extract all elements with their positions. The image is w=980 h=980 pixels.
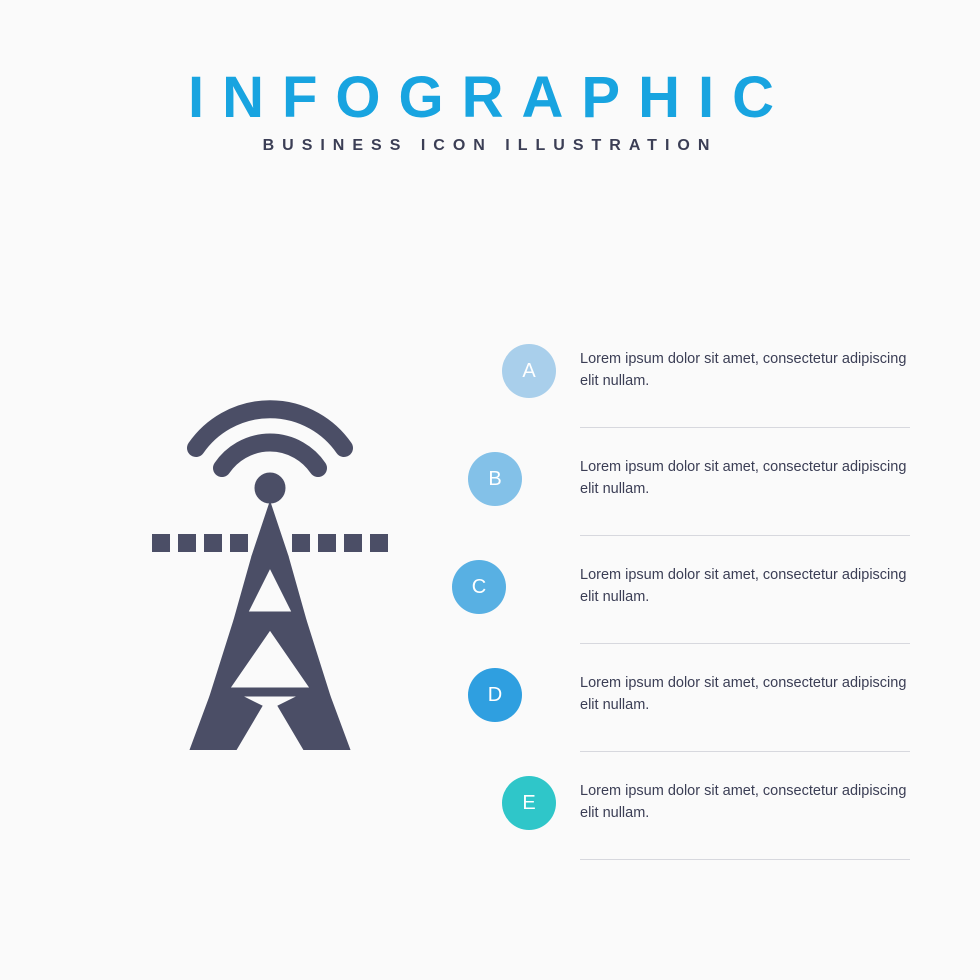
header: INFOGRAPHIC BUSINESS ICON ILLUSTRATION [0, 0, 980, 155]
step-text: Lorem ipsum dolor sit amet, consectetur … [580, 348, 910, 393]
steps-list: A Lorem ipsum dolor sit amet, consectetu… [430, 330, 930, 870]
step-item: B Lorem ipsum dolor sit amet, consectetu… [430, 438, 930, 546]
step-item: D Lorem ipsum dolor sit amet, consectetu… [430, 654, 930, 762]
step-divider [580, 427, 910, 428]
step-bullet: D [468, 668, 522, 722]
step-divider [580, 535, 910, 536]
step-divider [580, 643, 910, 644]
step-text: Lorem ipsum dolor sit amet, consectetur … [580, 564, 910, 609]
step-bullet: A [502, 344, 556, 398]
page-subtitle: BUSINESS ICON ILLUSTRATION [0, 137, 980, 155]
step-bullet: E [502, 776, 556, 830]
electrical-tower-icon [130, 370, 410, 750]
content-area: A Lorem ipsum dolor sit amet, consectetu… [0, 330, 980, 890]
step-text: Lorem ipsum dolor sit amet, consectetur … [580, 456, 910, 501]
step-item: E Lorem ipsum dolor sit amet, consectetu… [430, 762, 930, 870]
step-bullet: C [452, 560, 506, 614]
step-text: Lorem ipsum dolor sit amet, consectetur … [580, 672, 910, 717]
step-divider [580, 751, 910, 752]
step-bullet: B [468, 452, 522, 506]
step-text: Lorem ipsum dolor sit amet, consectetur … [580, 780, 910, 825]
step-divider [580, 859, 910, 860]
step-item: C Lorem ipsum dolor sit amet, consectetu… [430, 546, 930, 654]
page-title: INFOGRAPHIC [0, 64, 980, 131]
step-item: A Lorem ipsum dolor sit amet, consectetu… [430, 330, 930, 438]
